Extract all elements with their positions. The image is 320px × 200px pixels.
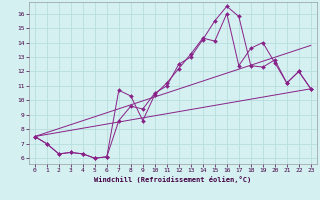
X-axis label: Windchill (Refroidissement éolien,°C): Windchill (Refroidissement éolien,°C) xyxy=(94,176,252,183)
